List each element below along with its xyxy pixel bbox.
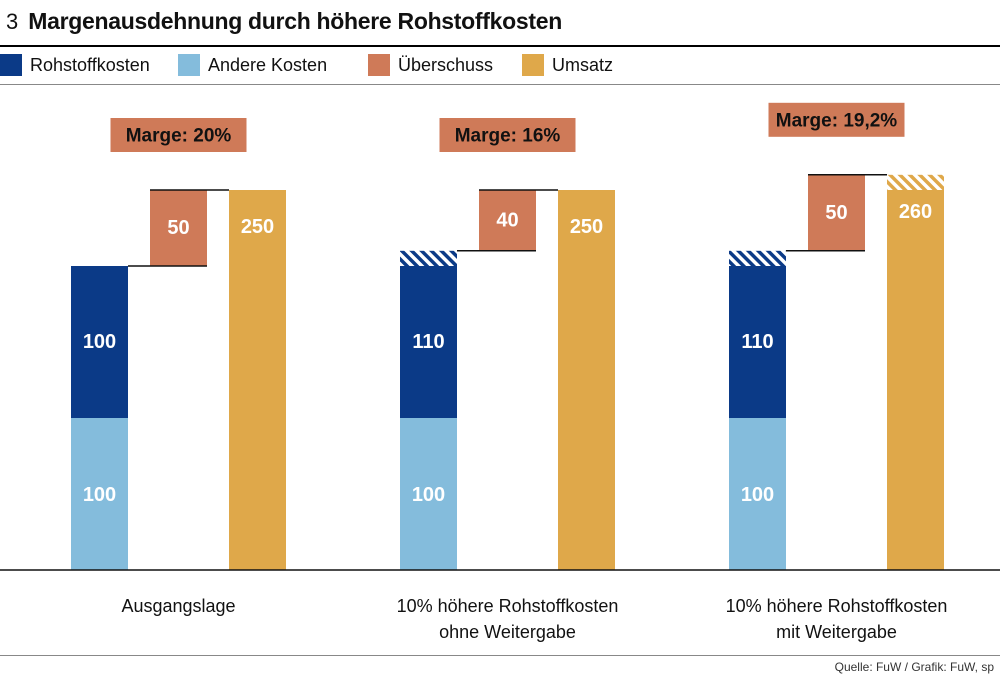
marge-label: Marge: 20% bbox=[126, 126, 232, 147]
bar-label-umsatz: 250 bbox=[241, 216, 274, 238]
bar-andere-kosten bbox=[400, 418, 457, 570]
bar-rohstoffkosten bbox=[71, 266, 128, 418]
legend-item-ueberschuss: Überschuss bbox=[368, 54, 493, 76]
legend-label: Rohstoffkosten bbox=[30, 54, 150, 75]
category-label: 10% höhere Rohstoffkosten bbox=[397, 596, 619, 616]
category-label: mit Weitergabe bbox=[776, 622, 897, 642]
bar-label-andere-kosten: 100 bbox=[412, 484, 445, 506]
legend-item-umsatz: Umsatz bbox=[522, 54, 613, 76]
legend-swatch-ueberschuss bbox=[368, 54, 390, 76]
marge-box bbox=[439, 118, 576, 152]
bar-label-ueberschuss: 40 bbox=[496, 209, 518, 231]
bar-andere-kosten bbox=[729, 418, 786, 570]
bar-umsatz-increase bbox=[887, 174, 944, 190]
bar-umsatz bbox=[558, 190, 615, 570]
bar-label-umsatz: 260 bbox=[899, 201, 932, 223]
legend-swatch-andere-kosten bbox=[178, 54, 200, 76]
bar-ueberschuss bbox=[479, 190, 536, 251]
legend-item-rohstoffkosten: Rohstoffkosten bbox=[0, 54, 150, 76]
category-label: Ausgangslage bbox=[121, 596, 235, 616]
figure-number: 3 bbox=[6, 9, 19, 34]
bar-umsatz bbox=[229, 190, 286, 570]
title-rule bbox=[0, 45, 1000, 47]
bar-label-andere-kosten: 100 bbox=[741, 484, 774, 506]
source-note: Quelle: FuW / Grafik: FuW, sp bbox=[834, 660, 994, 674]
chart-title: Margenausdehnung durch höhere Rohstoffko… bbox=[28, 8, 562, 34]
bar-label-umsatz: 250 bbox=[570, 216, 603, 238]
marge-box bbox=[768, 102, 905, 137]
bar-label-rohstoffkosten: 100 bbox=[83, 331, 116, 353]
bar-umsatz bbox=[887, 190, 944, 570]
bar-ueberschuss bbox=[150, 190, 207, 266]
bar-rohstoff-increase bbox=[729, 250, 786, 266]
bar-label-rohstoffkosten: 110 bbox=[412, 331, 444, 353]
bar-rohstoffkosten bbox=[400, 266, 457, 418]
legend-label: Überschuss bbox=[398, 54, 494, 75]
legend-item-andere-kosten: Andere Kosten bbox=[178, 54, 327, 76]
marge-label: Marge: 16% bbox=[455, 126, 561, 147]
legend: Rohstoffkosten Andere Kosten Überschuss … bbox=[0, 54, 1000, 78]
title-row: 3 Margenausdehnung durch höhere Rohstoff… bbox=[6, 8, 562, 42]
marge-box bbox=[110, 118, 247, 152]
category-label: 10% höhere Rohstoffkosten bbox=[726, 596, 948, 616]
legend-label: Umsatz bbox=[552, 54, 614, 75]
bar-ueberschuss bbox=[808, 174, 865, 251]
bar-rohstoffkosten bbox=[729, 266, 786, 418]
legend-label: Andere Kosten bbox=[208, 54, 328, 75]
bottom-rule bbox=[0, 655, 1000, 656]
bar-label-ueberschuss: 50 bbox=[825, 202, 847, 224]
legend-rule bbox=[0, 84, 1000, 85]
legend-swatch-rohstoffkosten bbox=[0, 54, 22, 76]
bar-label-rohstoffkosten: 110 bbox=[741, 331, 773, 353]
bar-andere-kosten bbox=[71, 418, 128, 570]
legend-swatch-umsatz bbox=[522, 54, 544, 76]
bar-label-andere-kosten: 100 bbox=[83, 484, 116, 506]
category-label: ohne Weitergabe bbox=[439, 622, 576, 642]
bar-rohstoff-increase bbox=[400, 250, 457, 266]
marge-label: Marge: 19,2% bbox=[776, 110, 898, 131]
bar-label-ueberschuss: 50 bbox=[167, 217, 189, 239]
